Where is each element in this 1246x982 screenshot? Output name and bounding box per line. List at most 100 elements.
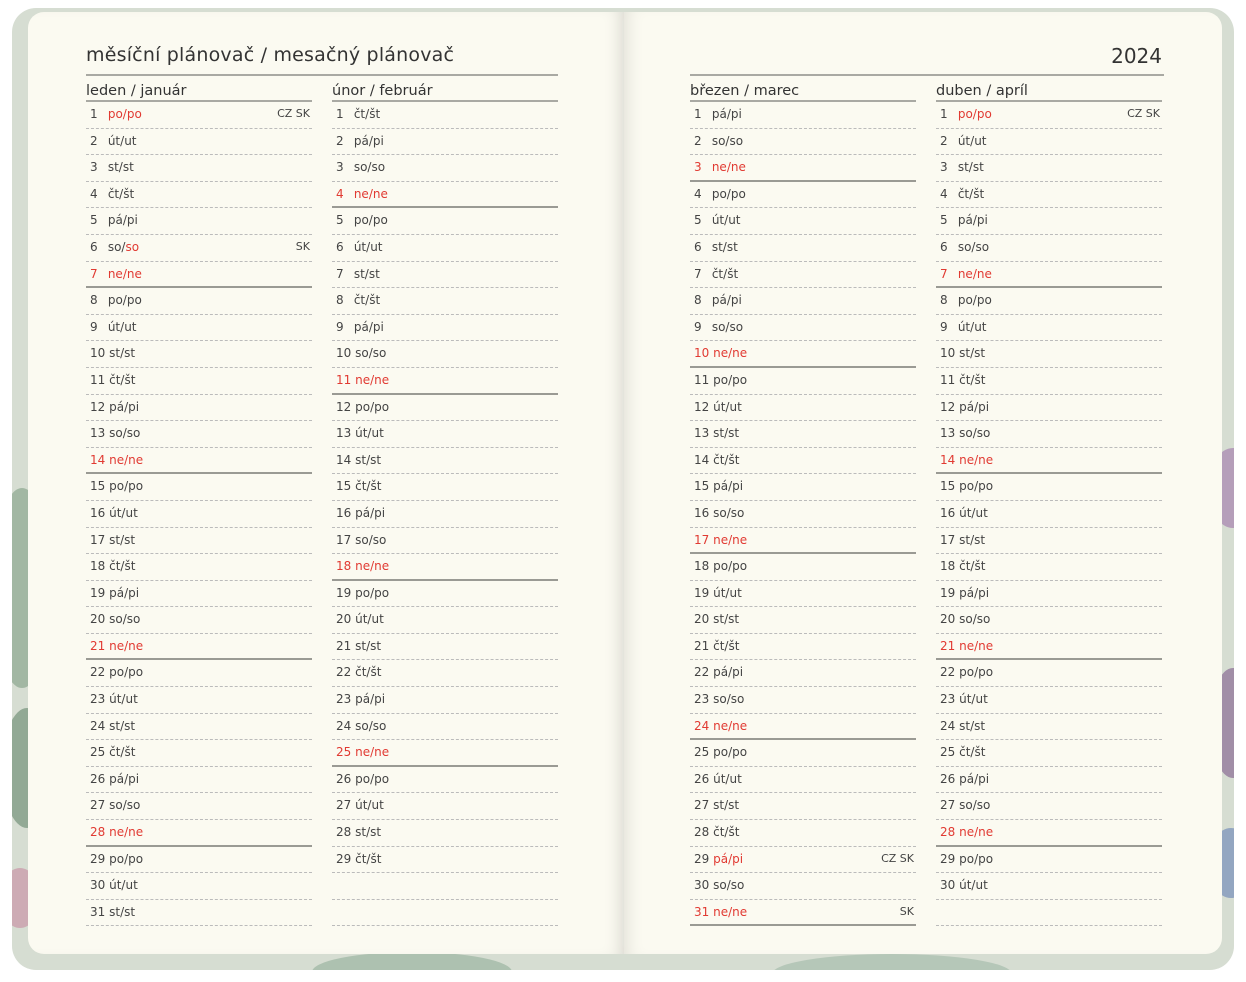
day-row[interactable]: 5 pá / pi: [86, 208, 312, 235]
day-row[interactable]: 7 ne / ne: [936, 262, 1162, 289]
day-row[interactable]: 5 pá / pi: [936, 208, 1162, 235]
day-row[interactable]: 3 st / st: [936, 155, 1162, 182]
day-row[interactable]: 16 pá / pi: [332, 501, 558, 528]
day-row[interactable]: 7 ne / ne: [86, 262, 312, 289]
day-row[interactable]: 26 po / po: [332, 767, 558, 794]
day-row[interactable]: 9 út / ut: [86, 315, 312, 342]
day-row[interactable]: 13 so / so: [936, 421, 1162, 448]
day-row[interactable]: 19 út / ut: [690, 581, 916, 608]
day-row[interactable]: 11 ne / ne: [332, 368, 558, 395]
day-row[interactable]: 23 út / ut: [936, 687, 1162, 714]
day-row[interactable]: 28 ne / ne: [936, 820, 1162, 847]
day-row[interactable]: 23 so / so: [690, 687, 916, 714]
day-row[interactable]: 12 pá / pi: [936, 395, 1162, 422]
day-row[interactable]: 7 čt / št: [690, 262, 916, 289]
day-row[interactable]: 8 pá / pi: [690, 288, 916, 315]
day-row[interactable]: 31 st / st: [86, 900, 312, 927]
day-row[interactable]: 9 út / ut: [936, 315, 1162, 342]
day-row[interactable]: 18 ne / ne: [332, 554, 558, 581]
day-row[interactable]: 3 ne / ne: [690, 155, 916, 182]
day-row[interactable]: 16 út / ut: [936, 501, 1162, 528]
day-row[interactable]: 15 po / po: [86, 474, 312, 501]
day-row[interactable]: 19 pá / pi: [86, 581, 312, 608]
day-row[interactable]: 9 pá / pi: [332, 315, 558, 342]
day-row[interactable]: 26 út / ut: [690, 767, 916, 794]
day-row[interactable]: 27 so / so: [936, 793, 1162, 821]
day-row[interactable]: 25 čt / št: [936, 740, 1162, 767]
day-row[interactable]: 10 so / so: [332, 341, 558, 368]
day-row[interactable]: 20 so / so: [86, 607, 312, 634]
day-row[interactable]: 8 čt / št: [332, 288, 558, 315]
day-row[interactable]: 8 po / po: [936, 288, 1162, 315]
day-row[interactable]: 25 ne / ne: [332, 740, 558, 767]
day-row[interactable]: 24 st / st: [86, 714, 312, 741]
day-row[interactable]: 10 st / st: [86, 341, 312, 368]
day-row[interactable]: 3 st / st: [86, 155, 312, 182]
day-row[interactable]: 12 po / po: [332, 395, 558, 422]
day-row[interactable]: 1 čt / št: [332, 102, 558, 129]
day-row[interactable]: 28 st / st: [332, 820, 558, 847]
day-row[interactable]: 15 po / po: [936, 474, 1162, 501]
day-row[interactable]: 6 st / st: [690, 235, 916, 262]
day-row[interactable]: 4 čt / št: [86, 182, 312, 209]
day-row[interactable]: 30 út / ut: [936, 873, 1162, 900]
day-row[interactable]: 23 út / ut: [86, 687, 312, 714]
day-row[interactable]: 1 po / po CZ SK: [86, 102, 312, 129]
day-row[interactable]: 25 čt / št: [86, 740, 312, 767]
day-row[interactable]: 17 st / st: [86, 528, 312, 555]
day-row[interactable]: 14 ne / ne: [86, 448, 312, 475]
day-row[interactable]: 30 út / ut: [86, 873, 312, 900]
day-row[interactable]: 27 so / so: [86, 793, 312, 821]
day-row[interactable]: 16 út / ut: [86, 501, 312, 528]
day-row[interactable]: 18 čt / št: [936, 554, 1162, 581]
day-row[interactable]: 6 so / so: [936, 235, 1162, 262]
day-row[interactable]: 8 po / po: [86, 288, 312, 315]
day-row[interactable]: 4 po / po: [690, 182, 916, 209]
day-row[interactable]: 11 čt / št: [86, 368, 312, 395]
day-row[interactable]: 2 út / ut: [936, 129, 1162, 156]
day-row[interactable]: 29 po / po: [86, 847, 312, 874]
day-row[interactable]: 29 čt / št: [332, 847, 558, 874]
day-row[interactable]: 18 čt / št: [86, 554, 312, 581]
day-row[interactable]: 2 so / so: [690, 129, 916, 156]
day-row[interactable]: 14 ne / ne: [936, 448, 1162, 475]
day-row[interactable]: 22 pá / pi: [690, 660, 916, 688]
day-row[interactable]: 26 pá / pi: [936, 767, 1162, 794]
day-row[interactable]: 1 pá / pi: [690, 102, 916, 129]
day-row[interactable]: 31 ne / ne SK: [690, 900, 916, 927]
day-row[interactable]: 1 po / po CZ SK: [936, 102, 1162, 129]
day-row[interactable]: 19 po / po: [332, 581, 558, 608]
day-row[interactable]: 13 st / st: [690, 421, 916, 448]
day-row[interactable]: 7 st / st: [332, 262, 558, 289]
day-row[interactable]: 29 pá / pi CZ SK: [690, 847, 916, 874]
day-row[interactable]: 11 čt / št: [936, 368, 1162, 395]
day-row[interactable]: 5 út / ut: [690, 208, 916, 235]
day-row[interactable]: 21 st / st: [332, 634, 558, 661]
day-row[interactable]: 16 so / so: [690, 501, 916, 528]
day-row[interactable]: 11 po / po: [690, 368, 916, 395]
day-row[interactable]: 14 čt / št: [690, 448, 916, 475]
day-row[interactable]: 14 st / st: [332, 448, 558, 475]
day-row[interactable]: 20 út / ut: [332, 607, 558, 634]
day-row[interactable]: 4 ne / ne: [332, 182, 558, 209]
day-row[interactable]: 19 pá / pi: [936, 581, 1162, 608]
day-row[interactable]: 27 st / st: [690, 793, 916, 821]
day-row[interactable]: 13 út / ut: [332, 421, 558, 448]
day-row[interactable]: 21 čt / št: [690, 634, 916, 661]
day-row[interactable]: 28 ne / ne: [86, 820, 312, 847]
day-row[interactable]: 10 st / st: [936, 341, 1162, 368]
day-row[interactable]: 17 so / so: [332, 528, 558, 555]
day-row[interactable]: 25 po / po: [690, 740, 916, 767]
day-row[interactable]: 12 pá / pi: [86, 395, 312, 422]
day-row[interactable]: 3 so / so: [332, 155, 558, 182]
day-row[interactable]: 22 po / po: [86, 660, 312, 688]
day-row[interactable]: 21 ne / ne: [936, 634, 1162, 661]
day-row[interactable]: 18 po / po: [690, 554, 916, 581]
day-row[interactable]: 6 so / so SK: [86, 235, 312, 262]
day-row[interactable]: 13 so / so: [86, 421, 312, 448]
day-row[interactable]: 6 út / ut: [332, 235, 558, 262]
day-row[interactable]: 24 so / so: [332, 714, 558, 741]
day-row[interactable]: 24 ne / ne: [690, 714, 916, 741]
day-row[interactable]: 12 út / ut: [690, 395, 916, 422]
day-row[interactable]: 15 pá / pi: [690, 474, 916, 501]
